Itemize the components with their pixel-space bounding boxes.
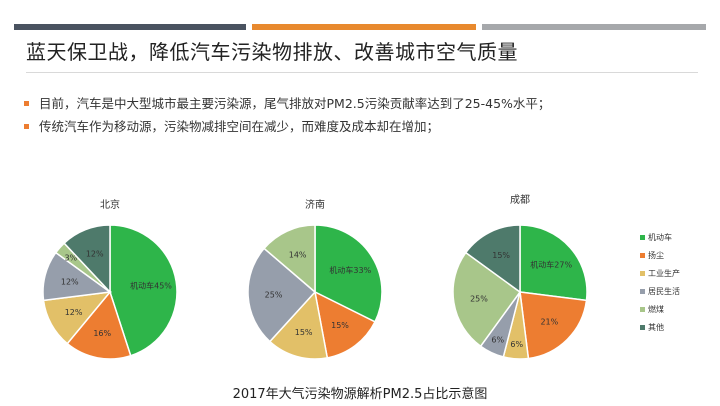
pie-title: 济南 (305, 198, 325, 211)
legend-swatch (640, 289, 645, 294)
legend-swatch (640, 325, 645, 330)
slice-label: 机动车45% (130, 281, 172, 291)
slice-label: 机动车33% (329, 265, 371, 275)
pie-slice (268, 290, 329, 360)
slice-label: 12% (65, 308, 83, 317)
pie-title: 北京 (100, 198, 120, 211)
slice-label: 15% (295, 328, 313, 337)
legend-label: 其他 (648, 322, 664, 332)
bullet-item: 传统汽车作为移动源，污染物减排空间在减少，而难度及成本却在增加； (22, 117, 702, 136)
slice-label: 21% (540, 317, 558, 326)
top-bar-gray (482, 24, 706, 30)
bullet-square-icon (24, 124, 29, 129)
slice-label: 25% (470, 295, 488, 304)
pie-slice (313, 290, 376, 359)
pie-slice (452, 251, 522, 348)
pie-slice (263, 224, 316, 294)
slice-label: 15% (492, 251, 510, 260)
bullet-list: 目前，汽车是中大型城市最主要污染源，尾气排放对PM2.5污染贡献率达到了25-4… (22, 94, 702, 140)
legend-label: 扬尘 (648, 250, 664, 260)
slice-label: 12% (86, 249, 104, 258)
pie-slice (314, 224, 383, 323)
legend-label: 燃煤 (648, 304, 664, 314)
pie-slice (66, 290, 132, 360)
pie-slice (63, 224, 111, 294)
legend-swatch (640, 253, 645, 258)
slice-label: 16% (93, 329, 111, 338)
legend-swatch (640, 307, 645, 312)
bullet-item: 目前，汽车是中大型城市最主要污染源，尾气排放对PM2.5污染贡献率达到了25-4… (22, 94, 702, 113)
legend-label: 居民生活 (648, 286, 680, 296)
bullet-square-icon (24, 101, 29, 106)
legend-label: 机动车 (648, 232, 672, 242)
bullet-text: 传统汽车作为移动源，污染物减排空间在减少，而难度及成本却在增加； (39, 119, 440, 134)
pie-slice (519, 224, 588, 302)
pie-slice (109, 224, 178, 357)
pie-slice (247, 247, 317, 343)
top-bar-dark (14, 24, 246, 30)
slice-label: 15% (331, 321, 349, 330)
slice-label: 14% (289, 250, 307, 259)
pie-slice (464, 224, 521, 294)
slide-title: 蓝天保卫战，降低汽车污染物排放、改善城市空气质量 (26, 40, 518, 64)
slice-label: 6% (491, 335, 504, 344)
title-divider (26, 72, 698, 73)
slice-label: 3% (64, 253, 77, 262)
bullet-text: 目前，汽车是中大型城市最主要污染源，尾气排放对PM2.5污染贡献率达到了25-4… (39, 96, 551, 111)
slice-label: 6% (510, 340, 523, 349)
slice-label: 机动车27% (530, 260, 572, 270)
top-bar-orange (252, 24, 476, 30)
figure-caption: 2017年大气污染物源解析PM2.5占比示意图 (232, 387, 488, 402)
legend-swatch (640, 271, 645, 276)
legend-swatch (640, 235, 645, 240)
legend-label: 工业生产 (648, 268, 680, 278)
pie-slice (519, 291, 588, 360)
slice-label: 12% (61, 278, 79, 287)
pie-title: 成都 (510, 194, 530, 206)
slice-label: 25% (265, 291, 283, 300)
